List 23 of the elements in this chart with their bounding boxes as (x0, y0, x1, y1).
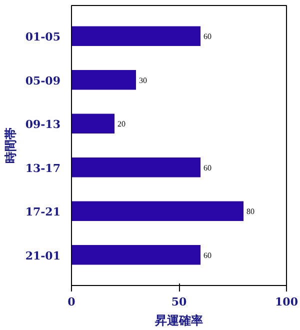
data-label: 60 (204, 250, 212, 260)
data-label: 20 (118, 120, 126, 129)
bar (72, 158, 200, 178)
x-tick-label: 0 (68, 296, 76, 308)
bar (72, 70, 136, 90)
x-tick-label: 100 (275, 296, 298, 308)
y-tick-label: 01-05 (25, 30, 61, 44)
y-tick-label: 21-01 (25, 249, 61, 262)
y-tick-label: 13-17 (25, 162, 61, 175)
data-label: 60 (204, 163, 212, 172)
bar (72, 114, 114, 134)
data-label: 30 (139, 76, 147, 85)
y-tick-label: 09-13 (25, 118, 61, 132)
y-axis-title: 時間帯 (3, 128, 18, 164)
bar (72, 245, 200, 265)
x-tick-label: 50 (171, 296, 187, 308)
bar (72, 201, 244, 221)
bar (72, 26, 200, 46)
y-tick-label: 17-21 (25, 206, 61, 219)
x-axis-title: 昇運確率 (154, 314, 203, 328)
y-tick-label: 05-09 (25, 74, 61, 88)
data-label: 60 (204, 32, 212, 42)
data-label: 80 (246, 207, 254, 216)
